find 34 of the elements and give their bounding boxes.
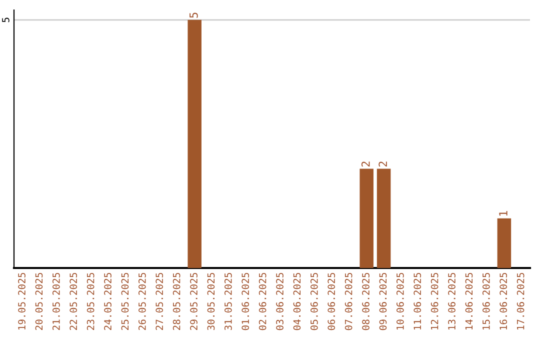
x-tick-label: 31.05.2025: [224, 272, 232, 330]
x-tick-label: 21.05.2025: [52, 272, 60, 330]
x-tick-label: 23.05.2025: [86, 272, 94, 330]
x-tick-label: 01.06.2025: [242, 272, 250, 330]
x-tick-label: 06.06.2025: [328, 272, 336, 330]
x-tick-label: 09.06.2025: [379, 272, 387, 330]
x-tick-label: 29.05.2025: [190, 272, 198, 330]
x-tick-label: 03.06.2025: [276, 272, 284, 330]
x-tick-label: 24.05.2025: [104, 272, 112, 330]
x-tick-label: 13.06.2025: [448, 272, 456, 330]
x-tick-label: 05.06.2025: [310, 272, 318, 330]
x-tick-label: 15.06.2025: [482, 272, 490, 330]
x-tick-label: 28.05.2025: [172, 272, 180, 330]
data-label: 2: [378, 162, 387, 167]
x-tick-label: 04.06.2025: [293, 272, 301, 330]
x-tick-label: 12.06.2025: [430, 272, 438, 330]
x-tick-label: 27.05.2025: [156, 272, 164, 330]
x-tick-label: 07.06.2025: [344, 272, 352, 330]
data-label: 2: [361, 162, 370, 167]
data-label: 1: [499, 211, 508, 216]
x-tick-label: 10.06.2025: [396, 272, 404, 330]
x-tick-label: 30.05.2025: [207, 272, 215, 330]
x-tick-label: 19.05.2025: [18, 272, 26, 330]
x-tick-label: 16.06.2025: [500, 272, 508, 330]
x-tick-label: 26.05.2025: [138, 272, 146, 330]
x-tick-label: 11.06.2025: [414, 272, 422, 330]
x-tick-label: 25.05.2025: [121, 272, 129, 330]
x-tick-label: 02.06.2025: [258, 272, 266, 330]
data-label: 5: [190, 12, 198, 18]
x-tick-label: 22.05.2025: [70, 272, 78, 330]
x-tick-label: 17.06.2025: [516, 272, 524, 330]
x-tick-label: 08.06.2025: [362, 272, 370, 330]
x-tick-label: 14.06.2025: [465, 272, 473, 330]
x-tick-label: 20.05.2025: [35, 272, 43, 330]
